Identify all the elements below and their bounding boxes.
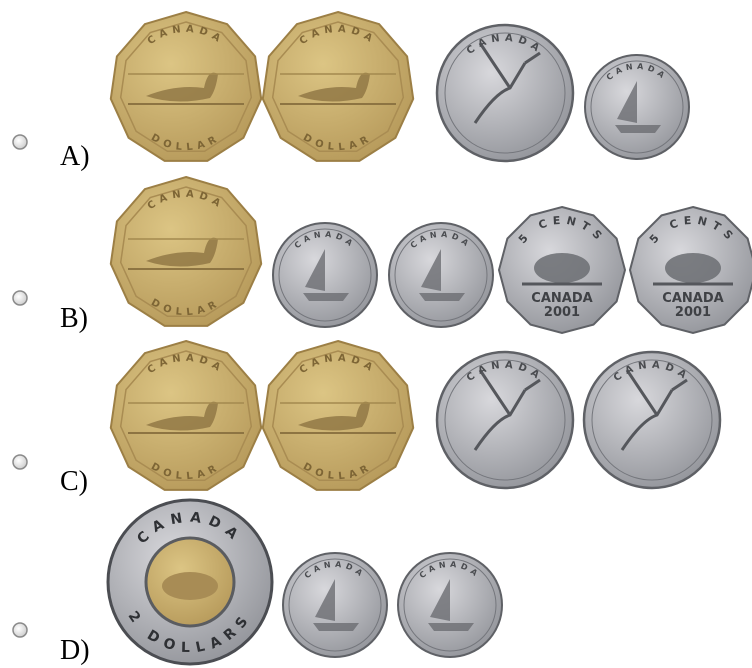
radio-button[interactable] [12, 622, 28, 638]
radio-button[interactable] [12, 290, 28, 306]
coin: CANADA [584, 54, 690, 160]
coin-rim [394, 228, 488, 322]
coin-body [109, 10, 263, 162]
coin-rim [119, 350, 253, 482]
coin: CANADA [582, 350, 722, 490]
coin-ship [615, 81, 661, 133]
coin-loon [146, 401, 218, 431]
coin-beaver [534, 253, 590, 283]
coin-loon [146, 72, 218, 102]
coin-text: 2001 [675, 305, 711, 320]
coin-rim [591, 359, 713, 481]
radio-circle [12, 290, 28, 306]
coin-body [582, 350, 722, 490]
coin-body [109, 339, 263, 491]
coin-rim [444, 359, 566, 481]
coin-body [435, 350, 575, 490]
coin-caribou [473, 369, 541, 451]
radio-button[interactable] [12, 134, 28, 150]
coin-rim [119, 186, 253, 318]
coin-bear [162, 572, 218, 600]
coin-beaver [665, 253, 721, 283]
coin-caribou [473, 42, 541, 124]
coin-rim [590, 60, 684, 154]
option-label: D) [60, 635, 90, 666]
coin-body [109, 175, 263, 327]
coin-text: 2001 [544, 305, 580, 320]
coin: CANADA [388, 222, 494, 328]
coin: CANADA [435, 23, 575, 163]
radio-button[interactable] [12, 454, 28, 470]
coin-ship [313, 579, 359, 631]
coin-loon [146, 237, 218, 267]
radio-circle [12, 134, 28, 150]
coin: CANADA [282, 552, 388, 658]
coin-ship [428, 579, 474, 631]
coin-body [435, 23, 575, 163]
coin-rim [444, 32, 566, 154]
coin: CANADA [397, 552, 503, 658]
coin-rim [278, 228, 372, 322]
coin-ship [419, 249, 465, 301]
option-label: B) [60, 303, 88, 334]
coin-rim [271, 21, 405, 153]
radio-circle [12, 454, 28, 470]
coin-rim [288, 558, 382, 652]
coin-rim [403, 558, 497, 652]
coin: CANADA [272, 222, 378, 328]
coin-body [261, 339, 415, 491]
coin-body [261, 10, 415, 162]
coin-text: CANADA [531, 291, 592, 306]
coin-caribou [620, 369, 688, 451]
radio-circle [12, 622, 28, 638]
coin-rim [271, 350, 405, 482]
option-label: C) [60, 466, 88, 497]
coin-ship [303, 249, 349, 301]
coin: CANADA [435, 350, 575, 490]
coin-loon [298, 401, 370, 431]
coin-loon [298, 72, 370, 102]
coin-text: CANADA [662, 291, 723, 306]
coin-rim [119, 21, 253, 153]
option-label: A) [60, 141, 90, 172]
